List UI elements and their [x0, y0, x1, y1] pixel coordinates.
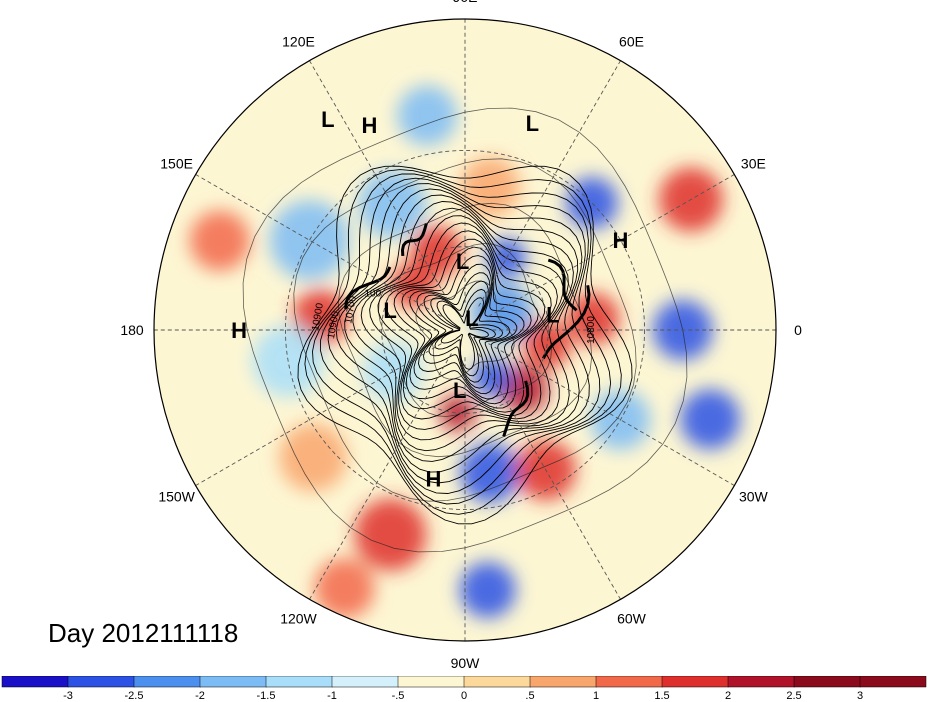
meridian-line — [309, 60, 452, 307]
contour-value-label: 10900 — [310, 302, 326, 332]
colorbar-swatch — [661, 676, 729, 688]
colorbar-tick-label: -2.5 — [125, 690, 144, 702]
colorbar-swatch — [133, 676, 201, 688]
jet-streak-contour — [547, 258, 578, 312]
meridian-line — [309, 353, 452, 600]
high-pressure-label: H — [426, 466, 442, 491]
colorbar-swatch — [793, 676, 861, 688]
low-pressure-label: L — [321, 107, 334, 132]
contour-value-label: 10700 — [343, 295, 359, 325]
colorbar-swatch — [859, 676, 927, 688]
longitude-label: 30W — [739, 489, 769, 505]
colorbar-swatch — [331, 676, 399, 688]
colorbar: -3 -2.5 -2 -1.5 -1 -.5 0 .5 1 1.5 2 2.5 3 — [1, 676, 927, 702]
jet-streak-contour — [502, 380, 530, 437]
longitude-labels: 90E 60E 30E 0 30W 60W 90W 120W 150W 180 150E 120E — [120, 0, 802, 671]
longitude-label: 180 — [120, 322, 144, 338]
longitude-label: 120W — [280, 610, 317, 626]
low-pressure-label: L — [456, 249, 469, 274]
colorbar-tick-label: -2 — [195, 690, 205, 702]
high-pressure-label: H — [613, 228, 629, 253]
contour-value-label: 100 — [365, 288, 382, 299]
anomaly-patch — [567, 292, 620, 345]
colorbar-tick-label: -3 — [63, 690, 73, 702]
anomaly-patch — [410, 225, 463, 278]
high-pressure-label: H — [362, 113, 378, 138]
colorbar-tick-label: 1 — [593, 690, 599, 702]
longitude-label: 120E — [282, 34, 315, 50]
low-pressure-label: L — [453, 378, 466, 403]
longitude-label: 30E — [741, 156, 766, 172]
longitude-label: 60E — [619, 34, 644, 50]
anomaly-patch — [565, 177, 618, 230]
coastline — [378, 243, 552, 417]
colorbar-swatch — [595, 676, 663, 688]
parallel-circle — [381, 246, 549, 414]
jet-streak-contour — [400, 223, 428, 256]
anomaly-patch — [189, 210, 250, 271]
anomaly-patch — [269, 200, 350, 281]
graticule — [154, 19, 776, 641]
anomaly-patch — [439, 395, 476, 432]
longitude-label: 90W — [451, 655, 481, 671]
longitude-label: 150E — [160, 156, 193, 172]
anomaly-patch — [354, 498, 427, 571]
anomaly-patch — [314, 558, 375, 619]
colorbar-swatch — [727, 676, 795, 688]
parallel-circle — [284, 149, 646, 511]
pressure-center-labels: L L H H L L L L L H H — [231, 107, 628, 492]
colorbar-tick-label: 0 — [461, 690, 467, 702]
anomaly-patch — [459, 561, 516, 618]
longitude-label: 150W — [158, 489, 195, 505]
colorbar-swatch — [463, 676, 531, 688]
meridian-line — [195, 174, 442, 317]
colorbar-swatch — [529, 676, 597, 688]
longitude-label: 60W — [617, 610, 647, 626]
day-title: Day 2012111118 — [48, 618, 239, 648]
meridian-line — [488, 174, 735, 317]
map-border — [153, 18, 777, 642]
low-pressure-label: L — [526, 111, 539, 136]
colorbar-swatch — [1, 676, 69, 688]
colorbar-tick-label: .5 — [525, 690, 534, 702]
contour-value-label: 10800 — [586, 316, 597, 344]
low-pressure-label: L — [546, 303, 559, 328]
colorbar-tick-label: -1 — [327, 690, 337, 702]
colorbar-swatch — [199, 676, 267, 688]
anomaly-field — [154, 19, 776, 641]
height-contour — [312, 173, 612, 505]
anomaly-patch — [680, 389, 741, 450]
anomaly-patch — [397, 85, 458, 146]
anomaly-patch — [279, 423, 348, 492]
meridian-line — [478, 60, 621, 307]
colorbar-tick-label: 2 — [725, 690, 731, 702]
contour-value-label: 10900 — [326, 310, 342, 340]
colorbar-tick-label: 2.5 — [786, 690, 801, 702]
longitude-label: 0 — [794, 322, 802, 338]
meridian-line — [488, 343, 735, 486]
colorbar-tick-label: -1.5 — [257, 690, 276, 702]
colorbar-swatch — [265, 676, 333, 688]
jet-streak-contour — [344, 266, 392, 310]
colorbar-swatch — [67, 676, 135, 688]
high-pressure-label: H — [231, 318, 247, 343]
low-pressure-label: L — [383, 298, 396, 323]
low-pressure-label: L — [465, 306, 478, 331]
colorbar-tick-label: 3 — [857, 690, 863, 702]
colorbar-tick-label: -.5 — [392, 690, 405, 702]
colorbar-swatch — [397, 676, 465, 688]
meridian-line — [478, 353, 621, 600]
meridian-line — [195, 343, 442, 486]
colorbar-tick-label: 1.5 — [654, 690, 669, 702]
longitude-label: 90E — [453, 0, 478, 5]
